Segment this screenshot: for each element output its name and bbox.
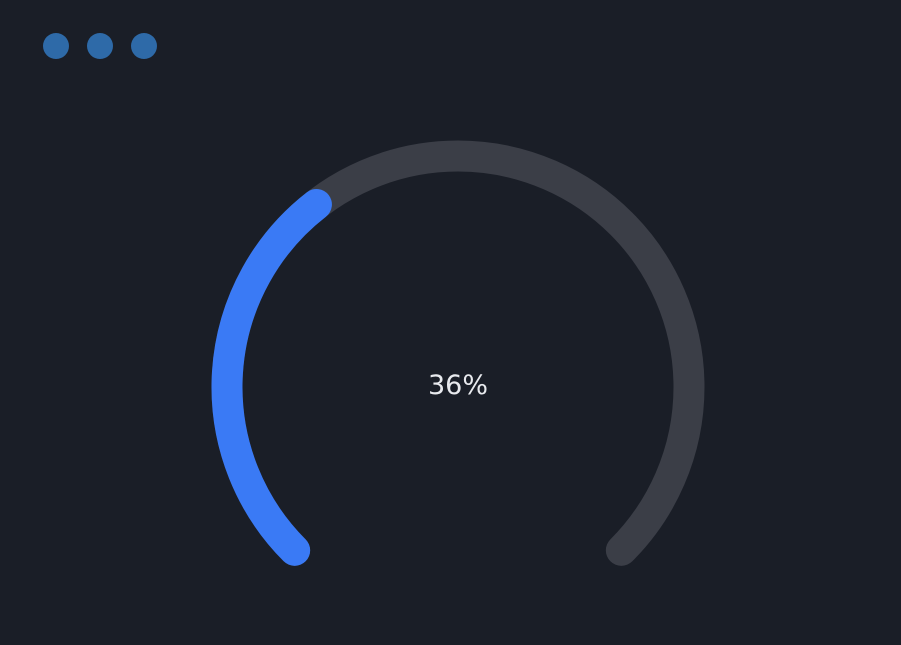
- window-close-button[interactable]: [43, 33, 69, 59]
- gauge-fill-arc: [211, 188, 332, 566]
- window-controls: [43, 33, 157, 59]
- window-maximize-button[interactable]: [131, 33, 157, 59]
- window-minimize-button[interactable]: [87, 33, 113, 59]
- gauge-value-label: 36%: [427, 370, 488, 401]
